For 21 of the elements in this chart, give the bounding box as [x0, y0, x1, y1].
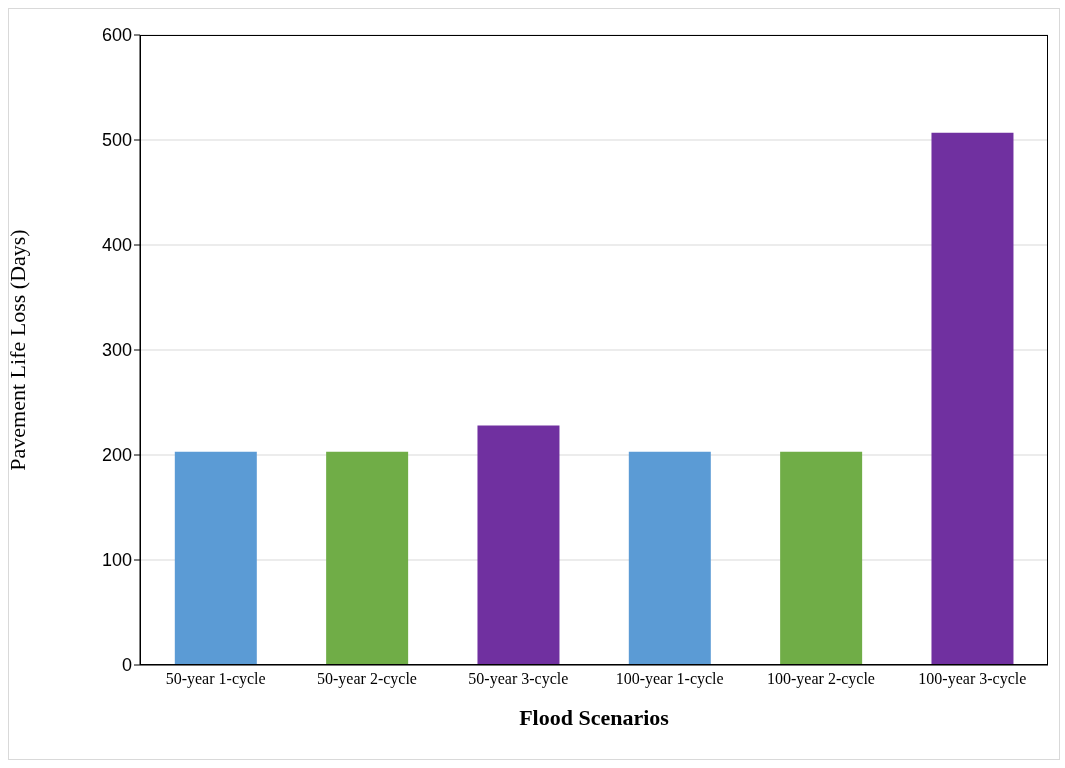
x-tick-label: 100-year 2-cycle	[767, 670, 875, 689]
bar	[174, 451, 257, 665]
bar	[477, 425, 560, 665]
y-tick-label: 200	[101, 445, 132, 466]
y-tick-label: 600	[101, 25, 132, 46]
y-axis-title: Pavement Life Loss (Days)	[4, 229, 30, 471]
y-tick-label: 400	[101, 235, 132, 256]
x-tick-label: 50-year 2-cycle	[317, 670, 417, 689]
x-tick-label: 50-year 3-cycle	[468, 670, 569, 689]
x-tick-label: 100-year 3-cycle	[918, 670, 1027, 689]
bar	[326, 451, 409, 665]
bar	[931, 132, 1014, 665]
x-axis-title: Flood Scenarios	[519, 705, 670, 730]
y-tick-label: 500	[101, 130, 132, 151]
bar	[628, 451, 711, 665]
y-tick-label: 100	[101, 550, 132, 571]
x-tick-label: 50-year 1-cycle	[165, 670, 266, 689]
bar	[780, 451, 863, 665]
y-tick-label: 300	[101, 340, 132, 361]
x-tick-label: 100-year 1-cycle	[615, 670, 724, 689]
y-tick-label: 0	[121, 655, 132, 676]
